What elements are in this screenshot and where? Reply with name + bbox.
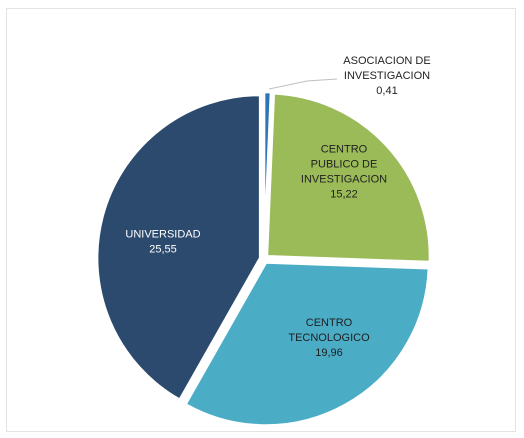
pie-labels: ASOCIACION DE INVESTIGACION 0,41 CENTRO PUBL…	[125, 55, 430, 359]
chart-frame: ASOCIACION DE INVESTIGACION 0,41 CENTRO PUBL…	[6, 8, 516, 432]
slice-label-3: CENTRO TECNOLOGICO 19,96	[288, 317, 370, 359]
pie-slice-1	[262, 90, 273, 256]
slice-name-label: ASOCIACION DE	[343, 55, 430, 67]
slice-name-label: CENTRO	[321, 144, 368, 156]
slice-name-label: CENTRO	[306, 317, 353, 329]
slice-label-4: UNIVERSIDAD 25,55	[125, 229, 200, 256]
slice-value-label: 0,41	[376, 85, 397, 97]
pie-slices	[95, 90, 432, 427]
pie-leaders	[268, 78, 338, 90]
slice-value-label: 25,55	[149, 244, 177, 256]
slice-name-label: PUBLICO DE	[311, 159, 378, 171]
slice-label-1: ASOCIACION DE INVESTIGACION 0,41	[343, 55, 430, 97]
leader-line	[268, 78, 338, 90]
slice-label-2: CENTRO PUBLICO DE INVESTIGACION 15,22	[301, 144, 387, 201]
slice-value-label: 15,22	[330, 189, 358, 201]
slice-name-label: TECNOLOGICO	[288, 332, 370, 344]
pie-slice-2	[265, 92, 432, 264]
slice-name-label: UNIVERSIDAD	[125, 229, 200, 241]
slice-name-label: INVESTIGACION	[301, 174, 387, 186]
pie-chart: ASOCIACION DE INVESTIGACION 0,41 CENTRO PUBL…	[95, 55, 432, 427]
slice-name-label: INVESTIGACION	[344, 70, 430, 82]
pie-slice-4	[95, 93, 262, 402]
slice-value-label: 19,96	[315, 347, 343, 359]
pie-slice-3	[183, 261, 431, 427]
